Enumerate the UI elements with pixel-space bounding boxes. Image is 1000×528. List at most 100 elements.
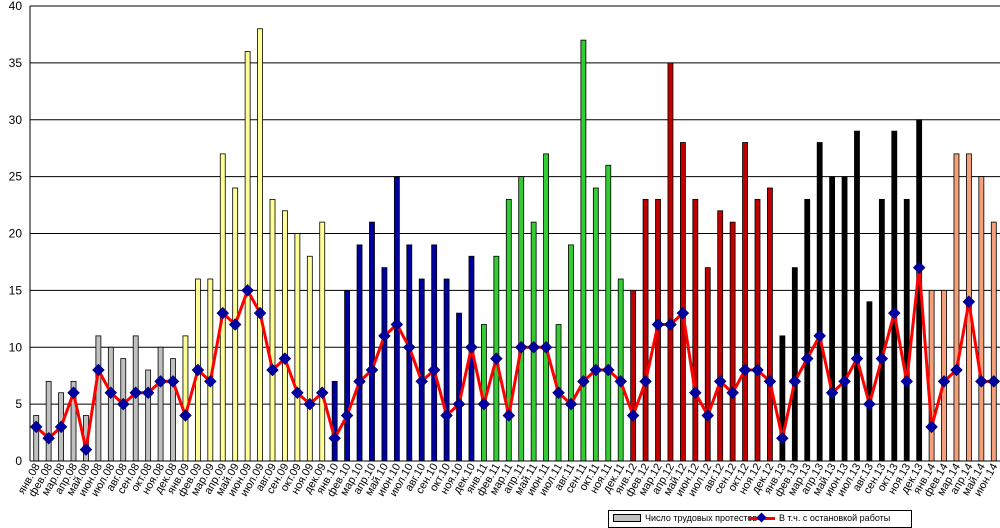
line-marker — [154, 375, 167, 388]
line-marker — [688, 386, 702, 400]
y-tick-label: 40 — [9, 0, 23, 13]
bar — [717, 210, 724, 462]
line-marker — [925, 420, 938, 434]
line-marker — [42, 431, 56, 445]
line-marker — [875, 352, 889, 365]
bar — [518, 176, 525, 462]
line-marker — [228, 318, 242, 331]
line-marker — [303, 397, 317, 411]
y-tick-label: 20 — [9, 227, 23, 241]
bar — [356, 244, 363, 462]
bar — [804, 198, 811, 462]
bar — [282, 210, 288, 462]
bar — [269, 198, 276, 462]
bar — [418, 278, 425, 462]
legend-bar-label: Число трудовых протестов — [645, 513, 758, 523]
legend-line-swatch — [749, 516, 775, 520]
line-marker — [676, 306, 690, 320]
legend-item-line: В т.ч. с остановкой работы — [749, 513, 890, 523]
line-marker — [203, 375, 217, 388]
line-marker — [962, 295, 976, 309]
line-marker — [863, 397, 876, 411]
line-marker — [67, 386, 80, 400]
line-marker — [825, 386, 839, 400]
y-tick-label: 35 — [9, 56, 23, 70]
line-marker — [887, 306, 901, 320]
line-marker — [502, 409, 516, 422]
y-tick-label: 15 — [9, 283, 23, 297]
line-marker — [614, 375, 628, 388]
bar — [157, 346, 164, 462]
line-marker — [726, 386, 739, 400]
bar — [617, 278, 624, 462]
bar — [928, 289, 935, 462]
line-marker — [116, 397, 130, 411]
bar — [630, 289, 637, 462]
bar — [816, 142, 823, 462]
bar — [841, 176, 848, 462]
line-marker — [987, 375, 1000, 388]
bar — [891, 130, 898, 462]
y-tick-label: 0 — [15, 454, 22, 468]
bar — [990, 221, 997, 462]
bar — [431, 244, 438, 462]
bar — [580, 39, 587, 462]
line-marker — [129, 386, 143, 400]
bar — [381, 267, 388, 462]
line-marker — [328, 431, 342, 445]
line-marker — [278, 352, 292, 365]
bar — [829, 176, 836, 462]
bar — [754, 198, 761, 462]
bar — [878, 198, 885, 462]
y-tick-label: 30 — [9, 113, 23, 127]
bar — [443, 278, 450, 462]
bar — [95, 335, 102, 462]
bar — [145, 369, 152, 462]
line-marker — [315, 386, 329, 400]
line-marker — [800, 352, 814, 365]
line-marker — [477, 397, 491, 411]
line-marker — [539, 340, 553, 354]
bar — [729, 221, 736, 462]
line-marker — [29, 420, 43, 434]
line-marker — [402, 340, 416, 354]
bar — [592, 187, 599, 462]
bar — [854, 130, 860, 462]
line-marker — [950, 363, 963, 377]
line-marker — [527, 340, 541, 354]
line-marker — [912, 261, 926, 274]
line-marker — [651, 318, 665, 331]
bar — [568, 244, 574, 462]
bar — [257, 28, 263, 462]
bar — [182, 335, 189, 462]
legend-bar-swatch — [613, 514, 641, 522]
line-marker — [751, 363, 764, 377]
line-marker — [353, 375, 366, 388]
line-marker — [191, 363, 205, 377]
y-axis-ticks: 0 5 10 15 20 25 30 35 40 — [9, 0, 23, 468]
line-marker — [390, 318, 404, 331]
line-marker — [452, 397, 466, 411]
line-marker — [788, 375, 802, 388]
line-marker — [900, 375, 914, 388]
bar — [953, 153, 960, 462]
line-marker — [589, 363, 603, 377]
bar — [456, 312, 462, 462]
legend: Число трудовых протестов В т.ч. с остано… — [608, 510, 912, 528]
line-markers — [29, 261, 1000, 456]
line-marker — [489, 352, 503, 365]
line-marker — [838, 375, 851, 388]
bar — [170, 358, 176, 462]
bar — [742, 142, 748, 462]
bar — [306, 255, 313, 462]
line-marker — [365, 363, 379, 377]
bar — [344, 289, 351, 462]
bar — [692, 198, 699, 462]
line-marker — [54, 420, 68, 434]
line-marker — [378, 329, 391, 343]
bar — [667, 62, 674, 462]
y-tick-label: 25 — [9, 170, 23, 184]
bar — [543, 153, 549, 462]
line-marker — [776, 431, 789, 445]
bar — [679, 142, 686, 462]
